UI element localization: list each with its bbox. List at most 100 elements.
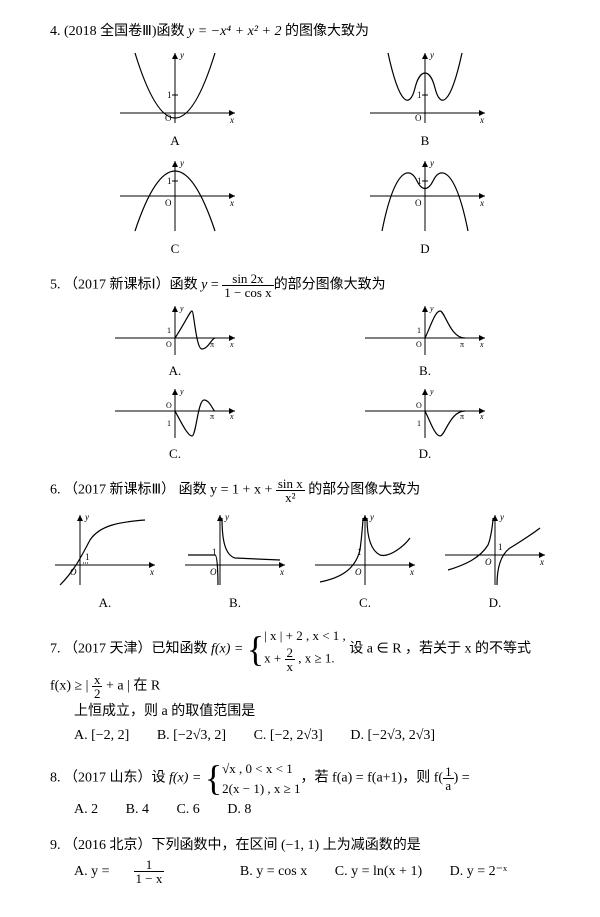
svg-text:x: x bbox=[229, 198, 234, 208]
q5-number: 5. bbox=[50, 278, 61, 293]
q4-text: 4. (2018 全国卷Ⅲ)函数 y = −x⁴ + x² + 2 的图像大致为 bbox=[50, 20, 550, 44]
q6-label-D: D. bbox=[440, 592, 550, 614]
q6-source: （2017 新课标Ⅲ） bbox=[64, 483, 175, 498]
q6-graph-B: Oxy1 B. bbox=[180, 510, 290, 614]
q5-label-A: A. bbox=[110, 360, 240, 382]
q8-options: A. 2 B. 4 C. 6 D. 8 bbox=[50, 798, 550, 822]
q5-graph-A: Oyxπ1 A. bbox=[110, 303, 240, 382]
svg-text:y: y bbox=[499, 512, 504, 522]
svg-text:1: 1 bbox=[167, 90, 172, 100]
svg-text:x: x bbox=[479, 115, 484, 125]
question-9: 9. （2016 北京）下列函数中，在区间 (−1, 1) 上为减函数的是 A.… bbox=[50, 834, 550, 885]
svg-text:O: O bbox=[165, 198, 172, 208]
q8-opt-B: B. 4 bbox=[126, 798, 149, 822]
q4-row1: O1 xy A O1 xy B bbox=[50, 48, 550, 152]
q8-call-post: ) = bbox=[454, 771, 470, 786]
svg-text:O: O bbox=[415, 113, 422, 123]
svg-text:1: 1 bbox=[167, 326, 171, 335]
q4-svg-C: O 1 x y bbox=[110, 156, 240, 236]
svg-text:y: y bbox=[224, 512, 229, 522]
svg-text:y: y bbox=[429, 50, 434, 60]
q6-number: 6. bbox=[50, 483, 61, 498]
svg-text:x: x bbox=[229, 115, 234, 125]
svg-text:x: x bbox=[279, 567, 284, 577]
q7-opt-D: D. [−2√3, 2√3] bbox=[350, 724, 435, 748]
q5-graph-B: Oyxπ1 B. bbox=[360, 303, 490, 382]
q8-fx: f(x) = bbox=[169, 771, 201, 786]
q5-text: 5. （2017 新课标Ⅰ）函数 y = sin 2x1 − cos x的部分图… bbox=[50, 272, 550, 299]
svg-text:1: 1 bbox=[167, 176, 172, 186]
svg-text:O: O bbox=[416, 401, 422, 410]
svg-text:y: y bbox=[369, 512, 374, 522]
q5-frac: sin 2x1 − cos x bbox=[222, 272, 273, 299]
q6-row: Oxy1 A. Oxy1 B. Oxy1 C. Oxy1 D. bbox=[50, 510, 550, 614]
q6-after: 的部分图像大致为 bbox=[305, 483, 421, 498]
q7-number: 7. bbox=[50, 642, 61, 657]
svg-text:y: y bbox=[179, 158, 184, 168]
q6-graph-D: Oxy1 D. bbox=[440, 510, 550, 614]
svg-text:x: x bbox=[479, 412, 484, 421]
svg-text:O: O bbox=[355, 567, 362, 577]
question-8: 8. （2017 山东）设 f(x) = { √x , 0 < x < 1 2(… bbox=[50, 759, 550, 822]
q9-prompt: 下列函数中，在区间 (−1, 1) 上为减函数的是 bbox=[152, 838, 421, 853]
q4-before: 函数 bbox=[156, 24, 188, 39]
q4-graph-A: O1 xy A bbox=[110, 48, 240, 152]
q7-options: A. [−2, 2] B. [−2√3, 2] C. [−2, 2√3] D. … bbox=[50, 724, 550, 748]
q8-call-pre: f( bbox=[434, 771, 443, 786]
q5-graph-D: Oyxπ1 D. bbox=[360, 386, 490, 465]
svg-text:1: 1 bbox=[417, 90, 422, 100]
svg-text:x: x bbox=[479, 340, 484, 349]
q6-text: 6. （2017 新课标Ⅲ） 函数 y = 1 + x + sin xx² 的部… bbox=[50, 477, 550, 504]
svg-text:y: y bbox=[179, 304, 184, 313]
q5-after: 的部分图像大致为 bbox=[274, 278, 386, 293]
q4-after: 的图像大致为 bbox=[281, 24, 369, 39]
svg-text:O: O bbox=[166, 401, 172, 410]
q4-label-A: A bbox=[110, 130, 240, 152]
q4-svg-A: O1 xy bbox=[110, 48, 240, 128]
q9-options: A. y = 11 − x B. y = cos x C. y = ln(x +… bbox=[50, 858, 550, 885]
q6-frac: sin xx² bbox=[276, 477, 305, 504]
q9-number: 9. bbox=[50, 838, 61, 853]
q8-middle: ，若 f(a) = f(a+1)，则 bbox=[301, 771, 434, 786]
q9-opt-B: B. y = cos x bbox=[240, 860, 307, 884]
q6-graph-C: Oxy1 C. bbox=[310, 510, 420, 614]
svg-text:O: O bbox=[415, 198, 422, 208]
q8-before: 设 bbox=[152, 771, 170, 786]
q4-row2: O 1 x y C O1 xy D bbox=[50, 156, 550, 260]
q6-before: 函数 bbox=[175, 483, 210, 498]
q4-graph-D: O1 xy D bbox=[360, 156, 490, 260]
q7-piecewise: { | x | + 2 , x < 1 , x + 2x , x ≥ 1. bbox=[247, 626, 346, 673]
svg-text:y: y bbox=[84, 512, 89, 522]
svg-text:x: x bbox=[409, 567, 414, 577]
q4-source: (2018 全国卷Ⅲ) bbox=[64, 24, 156, 39]
q8-opt-A: A. 2 bbox=[74, 798, 98, 822]
svg-text:1: 1 bbox=[498, 542, 503, 552]
q7-middle: 设 a ∈ R ，若关于 x 的不等式 bbox=[349, 642, 531, 657]
q4-label-B: B bbox=[360, 130, 490, 152]
q4-label-C: C bbox=[110, 238, 240, 260]
svg-text:1: 1 bbox=[417, 326, 421, 335]
q5-before: 函数 bbox=[170, 278, 202, 293]
q7-pw-row2-post: , x ≥ 1. bbox=[295, 650, 335, 665]
q9-opt-C: C. y = ln(x + 1) bbox=[335, 860, 422, 884]
q6-label-B: B. bbox=[180, 592, 290, 614]
q5-graph-C: Oyxπ1 C. bbox=[110, 386, 240, 465]
svg-text:x: x bbox=[479, 198, 484, 208]
q7-pw-row2-pre: x + bbox=[264, 650, 284, 665]
q8-pw-row1: √x , 0 < x < 1 bbox=[222, 761, 293, 776]
q4-number: 4. bbox=[50, 24, 61, 39]
svg-text:y: y bbox=[429, 304, 434, 313]
q7-opt-A: A. [−2, 2] bbox=[74, 724, 129, 748]
q5-label-B: B. bbox=[360, 360, 490, 382]
question-7: 7. （2017 天津）已知函数 f(x) = { | x | + 2 , x … bbox=[50, 626, 550, 747]
q5-row1: Oyxπ1 A. Oyxπ1 B. bbox=[50, 303, 550, 382]
question-5: 5. （2017 新课标Ⅰ）函数 y = sin 2x1 − cos x的部分图… bbox=[50, 272, 550, 465]
svg-text:O: O bbox=[485, 557, 492, 567]
q9-opt-D: D. y = 2⁻ˣ bbox=[450, 860, 507, 884]
q5-label-D: D. bbox=[360, 443, 490, 465]
q5-row2: Oyxπ1 C. Oyxπ1 D. bbox=[50, 386, 550, 465]
q7-pw-row1: | x | + 2 , x < 1 , bbox=[264, 628, 346, 643]
q8-pw-row2: 2(x − 1) , x ≥ 1 bbox=[222, 781, 300, 796]
q5-source: （2017 新课标Ⅰ） bbox=[64, 278, 170, 293]
svg-text:1: 1 bbox=[85, 552, 90, 562]
